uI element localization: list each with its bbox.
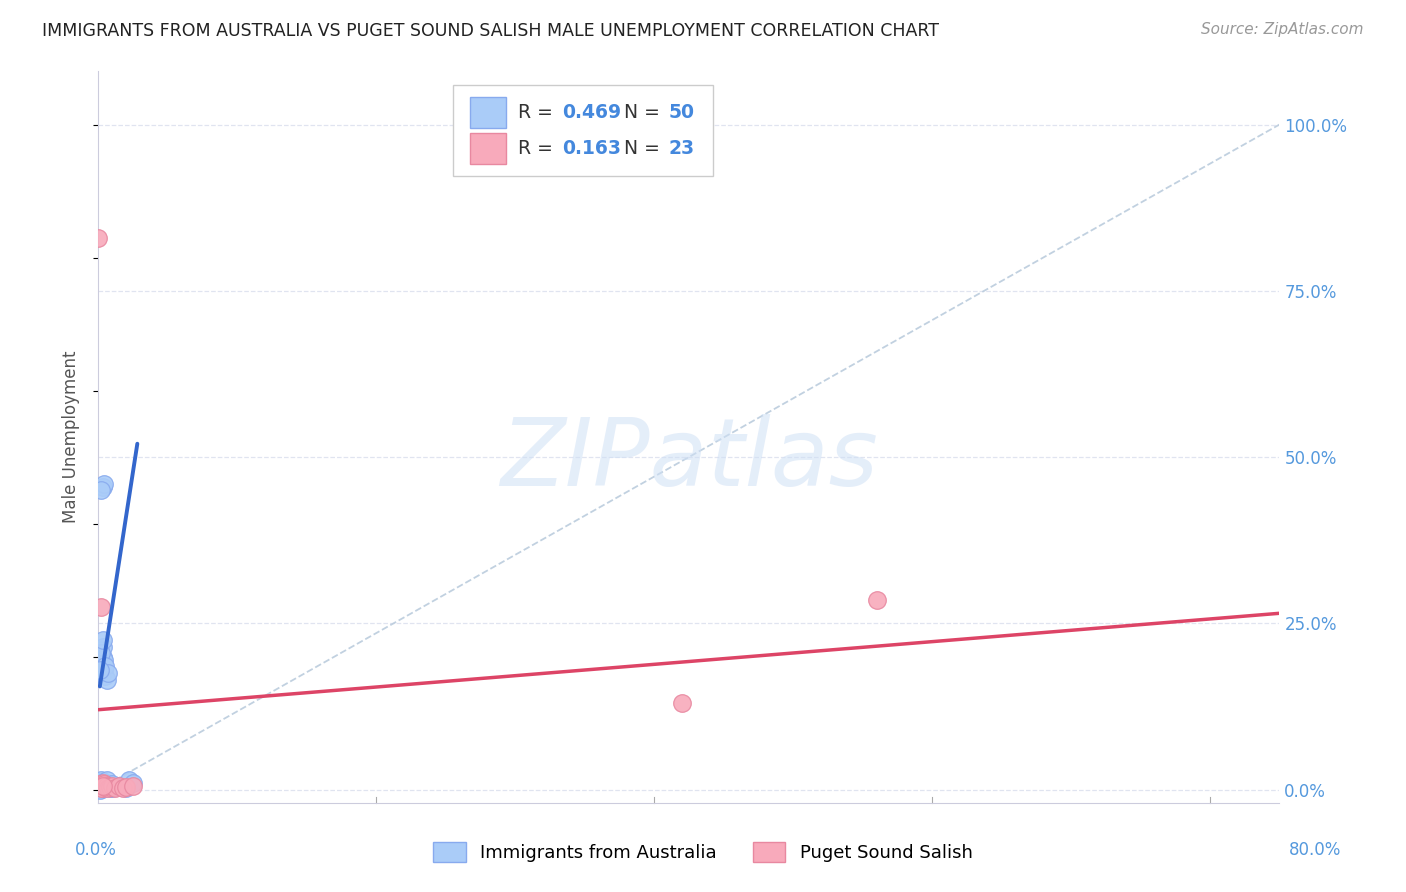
Point	[98, 780, 121, 795]
Point	[89, 777, 111, 791]
Point	[93, 476, 115, 491]
Text: 0.163: 0.163	[562, 138, 621, 158]
Point	[91, 640, 114, 654]
Point	[90, 776, 112, 790]
Point	[93, 778, 115, 792]
Point	[93, 780, 115, 795]
Point	[97, 780, 120, 795]
Text: 23: 23	[669, 138, 695, 158]
Y-axis label: Male Unemployment: Male Unemployment	[62, 351, 80, 524]
Point	[91, 632, 114, 647]
Point	[89, 774, 111, 789]
Point	[89, 663, 111, 677]
Text: IMMIGRANTS FROM AUSTRALIA VS PUGET SOUND SALISH MALE UNEMPLOYMENT CORRELATION CH: IMMIGRANTS FROM AUSTRALIA VS PUGET SOUND…	[42, 22, 939, 40]
Point	[93, 779, 115, 793]
Point	[671, 696, 693, 710]
Point	[89, 777, 111, 791]
Text: R =: R =	[517, 138, 558, 158]
Point	[91, 780, 114, 795]
Point	[90, 646, 112, 660]
Point	[89, 781, 111, 796]
Text: ZIPatlas: ZIPatlas	[501, 414, 877, 505]
Point	[115, 780, 138, 794]
Point	[96, 772, 118, 787]
Point	[101, 777, 124, 791]
Point	[122, 776, 145, 790]
Point	[108, 779, 131, 793]
Point	[97, 779, 120, 793]
Point	[90, 659, 112, 673]
Point	[89, 643, 111, 657]
Point	[91, 779, 114, 793]
Point	[87, 230, 110, 244]
Point	[101, 780, 124, 795]
Point	[91, 776, 114, 790]
Point	[118, 772, 141, 787]
Point	[90, 599, 112, 614]
Text: N =: N =	[624, 138, 666, 158]
Text: N =: N =	[624, 103, 666, 122]
Point	[104, 780, 127, 795]
Point	[96, 673, 118, 687]
Text: 0.0%: 0.0%	[75, 840, 117, 858]
Point	[93, 663, 115, 677]
Text: Source: ZipAtlas.com: Source: ZipAtlas.com	[1201, 22, 1364, 37]
Point	[94, 780, 117, 795]
Point	[112, 780, 135, 794]
Text: R =: R =	[517, 103, 558, 122]
Point	[93, 653, 115, 667]
Point	[865, 593, 887, 607]
FancyBboxPatch shape	[453, 85, 713, 176]
Text: 80.0%: 80.0%	[1288, 840, 1341, 858]
Point	[91, 649, 114, 664]
Point	[91, 666, 114, 681]
Point	[89, 779, 111, 793]
Point	[90, 780, 112, 795]
Point	[91, 779, 114, 793]
Point	[101, 779, 124, 793]
Point	[94, 659, 117, 673]
Point	[98, 780, 121, 794]
Text: 50: 50	[669, 103, 695, 122]
Point	[98, 780, 121, 794]
Point	[89, 780, 111, 794]
Legend: Immigrants from Australia, Puget Sound Salish: Immigrants from Australia, Puget Sound S…	[426, 835, 980, 870]
Point	[96, 777, 118, 791]
FancyBboxPatch shape	[471, 97, 506, 128]
Point	[94, 780, 117, 794]
Point	[94, 779, 117, 793]
Point	[91, 781, 114, 796]
Point	[90, 781, 112, 796]
Point	[97, 666, 120, 681]
Point	[115, 780, 138, 795]
Point	[91, 776, 114, 790]
Point	[90, 483, 112, 498]
Point	[93, 777, 115, 791]
Point	[93, 774, 115, 789]
Point	[108, 779, 131, 793]
Point	[94, 669, 117, 683]
Point	[90, 772, 112, 787]
Point	[112, 780, 135, 795]
Point	[96, 779, 118, 793]
Point	[90, 779, 112, 793]
Point	[91, 480, 114, 494]
Point	[100, 779, 122, 793]
Point	[122, 779, 145, 793]
FancyBboxPatch shape	[471, 133, 506, 163]
Text: 0.469: 0.469	[562, 103, 621, 122]
Point	[104, 780, 127, 794]
Point	[91, 780, 114, 794]
Point	[90, 781, 112, 796]
Point	[89, 782, 111, 797]
Point	[90, 653, 112, 667]
